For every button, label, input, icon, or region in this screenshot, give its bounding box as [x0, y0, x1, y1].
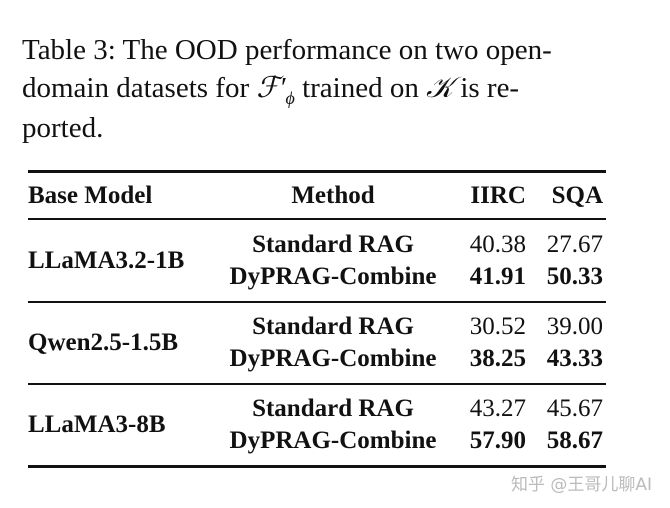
score-cell: 40.38 [469, 231, 526, 258]
header-cell: IIRC [470, 182, 526, 209]
score-cell: 27.67 [546, 231, 603, 258]
caption-text: is re- [460, 72, 520, 104]
method-cell: Standard RAG [252, 313, 414, 340]
header-cell: Base Model [28, 182, 153, 209]
caption-line: ported. [22, 112, 104, 144]
caption-line: Table 3: The OOD performance on two open… [22, 34, 552, 66]
caption-subscript: ϕ [285, 87, 295, 108]
caption-text: trained on [302, 72, 419, 104]
score-cell: 38.25 [469, 345, 526, 372]
score-cell: 57.90 [469, 427, 526, 454]
bottom-rule [28, 465, 606, 468]
header-cell: Method [291, 182, 375, 209]
score-cell: 41.91 [469, 263, 526, 290]
caption-line: domain datasets for ℱ′ϕ trained on 𝒦 is … [22, 74, 519, 107]
group-rule [28, 383, 606, 385]
model-cell: LLaMA3-8B [28, 411, 166, 438]
score-cell: 30.52 [469, 313, 526, 340]
watermark: 知乎 @王哥儿聊AI [510, 475, 652, 495]
model-cell: Qwen2.5-1.5B [28, 329, 178, 356]
score-cell: 39.00 [546, 313, 603, 340]
mid-rule [28, 218, 606, 220]
score-cell: 43.33 [546, 345, 603, 372]
caption-symbol: 𝒦 [426, 72, 454, 104]
method-cell: Standard RAG [252, 395, 414, 422]
score-cell: 43.27 [469, 395, 526, 422]
caption-symbol: ℱ′ [256, 72, 286, 104]
caption-text: domain datasets for [22, 72, 250, 104]
method-cell: DyPRAG-Combine [229, 427, 437, 454]
model-cell: LLaMA3.2-1B [28, 247, 185, 274]
header-cell: SQA [551, 182, 603, 209]
method-cell: DyPRAG-Combine [229, 263, 437, 290]
score-cell: 45.67 [546, 395, 603, 422]
group-rule [28, 301, 606, 303]
method-cell: Standard RAG [252, 231, 414, 258]
score-cell: 58.67 [546, 427, 603, 454]
top-rule [28, 170, 606, 173]
method-cell: DyPRAG-Combine [229, 345, 437, 372]
score-cell: 50.33 [546, 263, 603, 290]
